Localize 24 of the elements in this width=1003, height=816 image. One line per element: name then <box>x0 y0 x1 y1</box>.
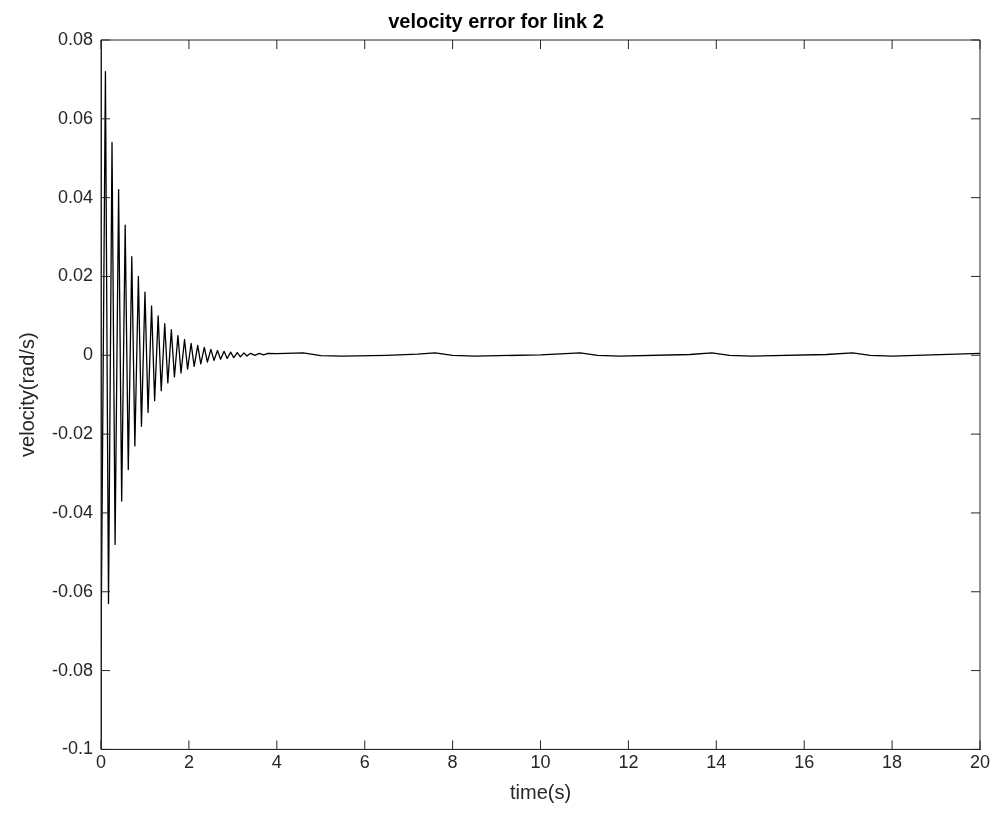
x-tick-label: 6 <box>359 752 370 773</box>
x-tick-label: 8 <box>447 752 458 773</box>
y-tick-label: -0.08 <box>52 659 94 680</box>
y-tick-label: -0.1 <box>62 738 94 759</box>
x-tick-label: 20 <box>969 752 991 773</box>
y-axis-title: velocity(rad/s) <box>15 332 38 457</box>
y-tick-label: 0.06 <box>57 107 94 128</box>
y-tick-label: 0.08 <box>57 28 94 49</box>
x-tick-label: 0 <box>96 752 107 773</box>
x-tick-label: 18 <box>882 752 903 773</box>
chart-title: velocity error for link 2 <box>388 9 604 32</box>
y-tick-label: 0.02 <box>57 265 94 286</box>
x-tick-label: 10 <box>530 752 551 773</box>
x-tick-label: 2 <box>183 752 194 773</box>
y-tick-label: -0.06 <box>52 580 94 601</box>
x-tick-label: 16 <box>794 752 815 773</box>
x-tick-label: 14 <box>706 752 727 773</box>
y-tick-label: 0.04 <box>57 186 94 207</box>
x-tick-label: 4 <box>271 752 282 773</box>
y-tick-label: -0.04 <box>52 501 94 522</box>
x-axis-title: time(s) <box>509 780 572 803</box>
y-tick-label: 0 <box>83 344 94 365</box>
x-tick-label: 12 <box>618 752 639 773</box>
y-tick-label: -0.02 <box>52 423 94 444</box>
